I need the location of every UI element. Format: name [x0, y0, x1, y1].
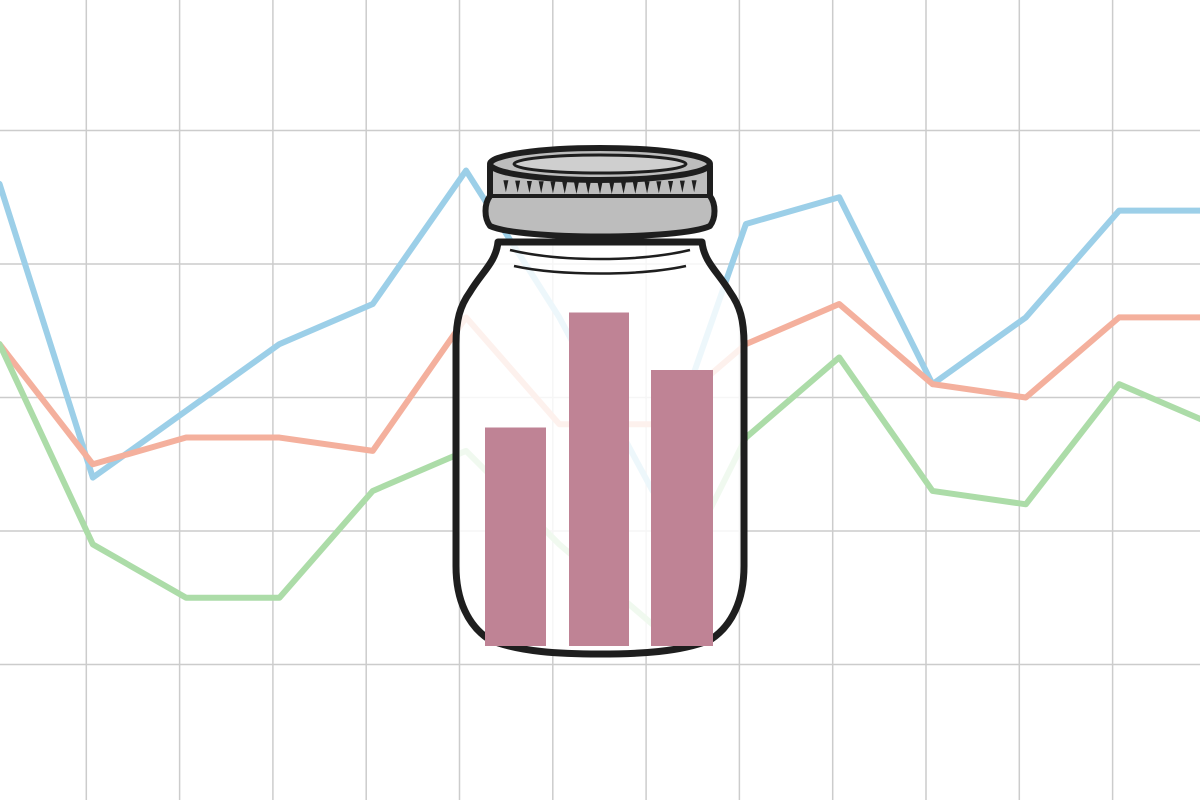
lid-ridge	[562, 181, 568, 194]
bar-3	[651, 370, 713, 646]
lid-ridge	[573, 181, 579, 194]
lid-ridge	[538, 181, 544, 194]
bar-2	[569, 312, 629, 646]
lid-ridge	[597, 182, 603, 194]
jar-neck-thread	[509, 248, 691, 261]
lid-ridge	[644, 181, 650, 194]
bar-1	[485, 427, 546, 646]
lid-ridge	[621, 181, 627, 194]
lid-ridge	[526, 181, 532, 194]
lid-ridge	[503, 180, 509, 193]
lid-ridge	[668, 181, 674, 194]
bar-series-group	[485, 312, 713, 646]
lid-ridge	[632, 181, 638, 194]
lid-ridge	[609, 181, 615, 194]
lid-ridge	[691, 180, 697, 193]
jar-icon	[452, 145, 748, 658]
lid-ridge	[585, 181, 591, 194]
lid-ridge	[656, 181, 662, 194]
jar-lid-ridges	[503, 180, 697, 194]
jar-lid-top-inner	[512, 153, 688, 175]
jar-neck-thread	[513, 264, 687, 275]
lid-ridge	[515, 180, 521, 193]
lid-ridge	[679, 180, 685, 193]
lid-ridge	[550, 181, 556, 194]
